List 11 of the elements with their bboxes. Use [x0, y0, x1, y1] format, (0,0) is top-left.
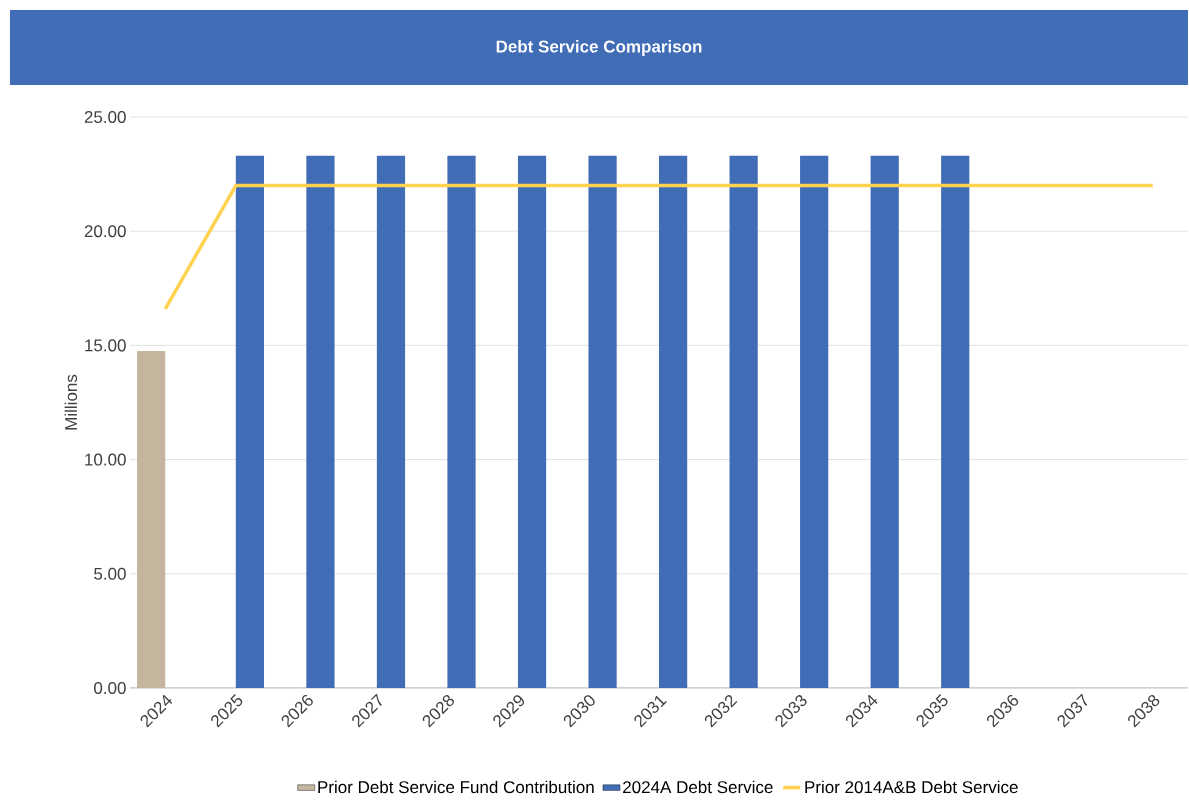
y-axis-title: Millions [64, 374, 78, 430]
legend-label: 2024A Debt Service [623, 780, 773, 794]
y-tick-label: 20.00 [84, 225, 126, 238]
y-tick-label: 0.00 [94, 681, 126, 695]
y-tick-label: 15.00 [85, 339, 126, 352]
y-tick-label: 25.00 [84, 110, 126, 124]
y-tick-label: 10.00 [85, 453, 126, 466]
chart-title: Debt Service Comparison [496, 40, 702, 56]
legend-label: Prior 2014A&B Debt Service [805, 780, 1018, 794]
y-tick-label: 5.00 [94, 567, 126, 580]
legend-label: Prior Debt Service Fund Contribution [318, 780, 594, 794]
